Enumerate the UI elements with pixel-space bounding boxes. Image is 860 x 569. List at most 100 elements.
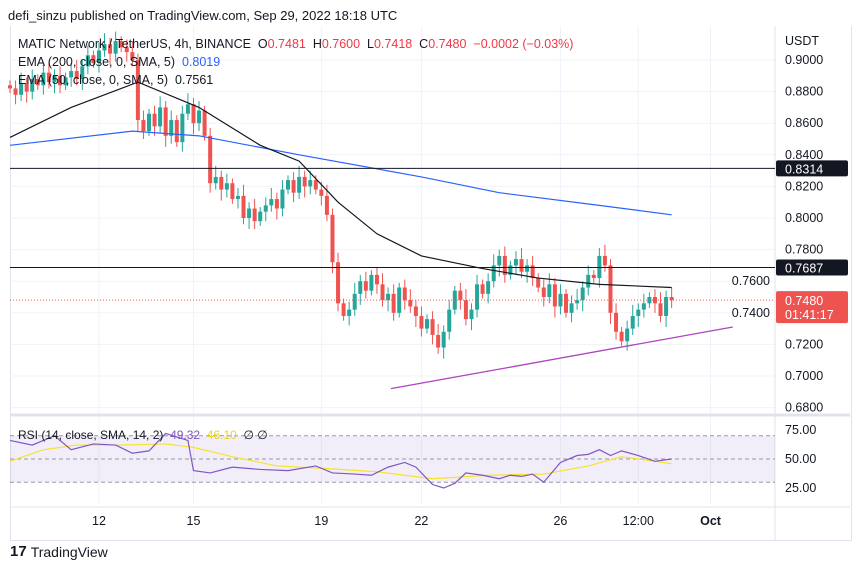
candle-body xyxy=(447,309,452,332)
candle-body xyxy=(369,274,374,291)
candle-body xyxy=(291,180,296,193)
candle-body xyxy=(224,183,229,190)
candle-body xyxy=(141,120,146,132)
candle-body xyxy=(552,284,557,307)
last-price-bg xyxy=(776,291,848,324)
candle-body xyxy=(591,274,596,279)
candle-body xyxy=(641,303,646,310)
candle-body xyxy=(463,300,468,320)
publisher-caption: defi_sinzu published on TradingView.com,… xyxy=(8,8,398,23)
candle-body xyxy=(636,309,641,316)
candle-body xyxy=(469,309,474,320)
candle-body xyxy=(508,265,513,275)
y-tick-label: 0.7600 xyxy=(732,274,770,288)
candle-body xyxy=(69,71,74,78)
candle-body xyxy=(35,78,40,86)
candle-body xyxy=(91,55,96,64)
candle-body xyxy=(152,113,157,127)
candle-body xyxy=(308,180,313,187)
y-tick-label: 0.8200 xyxy=(785,179,823,193)
rsi-ma-value: 46.10 xyxy=(206,428,237,442)
candle-body xyxy=(30,78,35,92)
y-tick-label: 0.9000 xyxy=(785,53,823,67)
candle-body xyxy=(41,72,46,86)
candle-body xyxy=(46,72,51,83)
candle-body xyxy=(213,176,218,184)
rsi-value: 49.32 xyxy=(170,428,201,442)
candle-body xyxy=(274,199,279,209)
candle-body xyxy=(74,71,79,79)
candle-body xyxy=(241,195,246,218)
candle-body xyxy=(347,309,352,316)
candle-body xyxy=(430,319,435,335)
candle-body xyxy=(436,334,441,348)
rsi-tick-label: 75.00 xyxy=(785,423,816,437)
candle-body xyxy=(391,293,396,313)
candle-body xyxy=(252,208,257,222)
candle-body xyxy=(502,255,507,275)
symbol-legend: MATIC Network / TetherUS, 4h, BINANCE O 0… xyxy=(18,37,573,51)
candle-body xyxy=(96,50,101,64)
open-label: O xyxy=(257,37,268,51)
candle-body xyxy=(652,297,657,304)
chart-frame xyxy=(10,26,852,541)
candle-body xyxy=(202,110,207,136)
x-tick-label: 26 xyxy=(553,514,567,528)
candle-body xyxy=(235,195,240,200)
tradingview-logo[interactable]: 17 TradingView xyxy=(10,543,108,560)
candle-body xyxy=(564,293,568,313)
candle-body xyxy=(425,319,429,329)
rsi-legend[interactable]: RSI (14, close, SMA, 14, 2) 49.32 46.10 … xyxy=(18,428,268,442)
candle-body xyxy=(536,278,541,288)
ema200-legend[interactable]: EMA (200, close, 0, SMA, 5) 0.8019 xyxy=(18,55,220,69)
candle-body xyxy=(408,300,413,307)
symbol-name[interactable]: MATIC Network / TetherUS, 4h, BINANCE xyxy=(18,37,251,51)
candle-body xyxy=(319,189,324,196)
candle-body xyxy=(230,183,235,200)
candle-body xyxy=(619,331,624,342)
candle-body xyxy=(208,135,213,184)
price-label-bg xyxy=(776,259,848,276)
candle-body xyxy=(102,44,107,51)
ema200-line xyxy=(9,130,672,216)
y-tick-label: 0.8600 xyxy=(785,116,823,130)
countdown-label: 01:41:17 xyxy=(785,308,834,322)
candle-body xyxy=(413,306,418,316)
ema50-legend[interactable]: EMA (50, close, 0, SMA, 5) 0.7561 xyxy=(18,73,213,87)
candle-body xyxy=(475,284,480,310)
candle-body xyxy=(8,85,12,89)
candle-body xyxy=(608,265,613,313)
candle-body xyxy=(380,284,385,301)
candle-body xyxy=(135,60,140,121)
candle-body xyxy=(630,315,635,329)
candle-body xyxy=(124,47,129,53)
candle-body xyxy=(219,176,224,190)
candle-body xyxy=(269,199,274,206)
candle-body xyxy=(441,331,446,348)
candle-body xyxy=(63,77,68,86)
candle-body xyxy=(286,180,290,190)
x-tick-label: 12 xyxy=(92,514,106,528)
candle-body xyxy=(169,120,174,136)
y-tick-label: 0.8400 xyxy=(785,148,823,162)
close-label: C xyxy=(419,37,429,51)
candle-body xyxy=(575,300,580,304)
currency-label: USDT xyxy=(785,34,819,48)
y-tick-label: 0.8000 xyxy=(785,211,823,225)
candle-body xyxy=(386,293,391,301)
high-value: 0.7600 xyxy=(321,37,361,51)
candle-body xyxy=(602,255,607,266)
candle-body xyxy=(185,104,190,114)
candle-body xyxy=(397,287,402,313)
candle-body xyxy=(363,281,368,291)
candle-body xyxy=(664,297,669,316)
candle-body xyxy=(80,66,85,79)
candle-body xyxy=(486,281,491,294)
x-tick-label: 22 xyxy=(414,514,428,528)
candle-body xyxy=(119,41,124,48)
rsi-label: RSI (14, close, SMA, 14, 2) xyxy=(18,428,164,442)
ema200-label: EMA (200, close, 0, SMA, 5) xyxy=(18,55,176,69)
candle-body xyxy=(147,113,151,132)
candle-body xyxy=(197,110,202,124)
